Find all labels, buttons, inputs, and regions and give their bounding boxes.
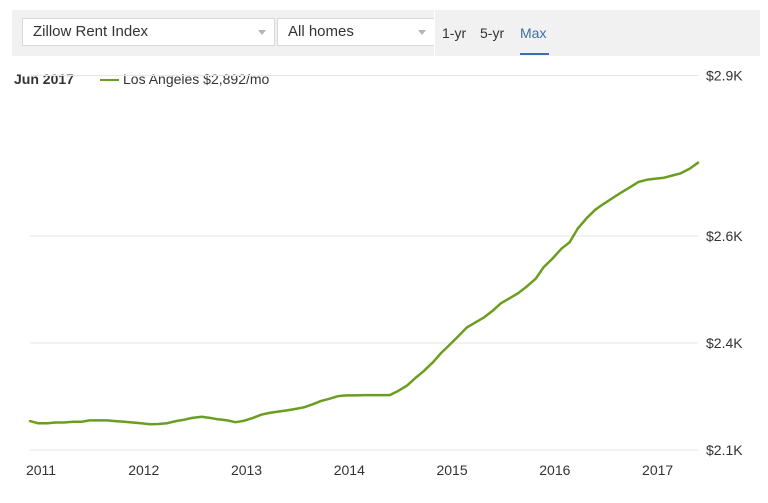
x-tick-label: 2013 (231, 462, 262, 478)
metric-select-value: Zillow Rent Index (33, 23, 149, 40)
range-button-5yr[interactable]: 5-yr (480, 25, 505, 41)
series-line-los-angeles (28, 161, 700, 426)
range-selector: 1-yr 5-yr Max (434, 10, 761, 56)
chart-toolbar: Zillow Rent Index All homes 1-yr 5-yr Ma… (12, 10, 760, 56)
chevron-down-icon (418, 30, 426, 35)
range-button-1yr[interactable]: 1-yr (442, 25, 467, 41)
legend-swatch (100, 79, 119, 81)
chevron-down-icon (258, 30, 266, 35)
x-tick-label: 2011 (26, 462, 56, 478)
x-axis: 2011 2012 2013 2014 2015 2016 2017 (26, 462, 673, 478)
x-tick-label: 2014 (334, 462, 365, 478)
x-tick-label: 2012 (128, 462, 159, 478)
y-tick-label: $2.6K (706, 228, 743, 244)
y-axis: $2.9K $2.6K $2.4K $2.1K (706, 68, 743, 459)
x-tick-label: 2017 (642, 462, 673, 478)
y-tick-label: $2.1K (706, 442, 743, 458)
range-button-max[interactable]: Max (520, 25, 547, 41)
metric-select[interactable]: Zillow Rent Index (22, 18, 275, 46)
series-layer (28, 161, 700, 426)
y-tick-label: $2.4K (706, 335, 743, 351)
y-tick-label: $2.9K (706, 68, 743, 84)
home-type-select-value: All homes (288, 23, 354, 40)
grid-lines (30, 75, 698, 451)
x-tick-label: 2016 (539, 462, 570, 478)
active-range-indicator (520, 53, 549, 55)
x-tick-label: 2015 (436, 462, 467, 478)
home-type-select[interactable]: All homes (277, 18, 435, 46)
